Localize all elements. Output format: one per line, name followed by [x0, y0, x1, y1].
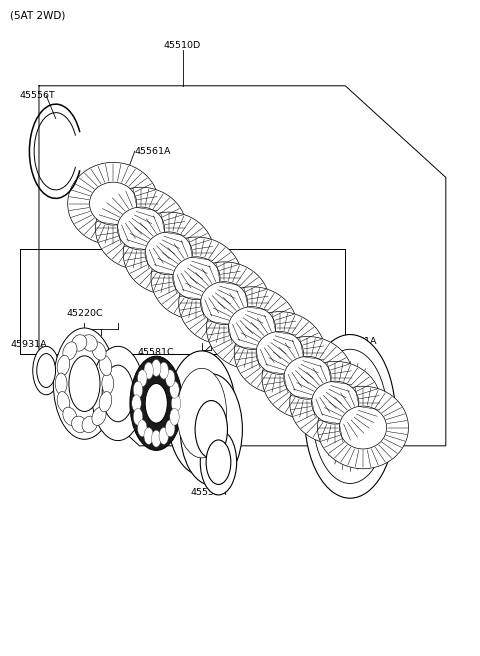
Ellipse shape: [166, 420, 175, 437]
Ellipse shape: [63, 407, 77, 425]
Ellipse shape: [132, 395, 141, 412]
Ellipse shape: [166, 370, 175, 387]
Ellipse shape: [228, 306, 276, 350]
Ellipse shape: [145, 384, 168, 423]
Ellipse shape: [138, 420, 147, 437]
Ellipse shape: [171, 395, 181, 412]
Ellipse shape: [284, 356, 331, 400]
Ellipse shape: [206, 287, 298, 369]
Ellipse shape: [33, 346, 60, 395]
Ellipse shape: [145, 232, 192, 275]
Ellipse shape: [318, 386, 408, 469]
Ellipse shape: [138, 370, 147, 387]
Ellipse shape: [177, 368, 227, 458]
Ellipse shape: [256, 331, 303, 375]
Ellipse shape: [369, 405, 374, 415]
Ellipse shape: [57, 356, 70, 376]
Ellipse shape: [313, 349, 387, 483]
Ellipse shape: [144, 428, 154, 444]
Ellipse shape: [180, 374, 242, 485]
Ellipse shape: [170, 408, 179, 425]
Ellipse shape: [63, 342, 77, 360]
Ellipse shape: [92, 407, 106, 425]
Ellipse shape: [69, 356, 100, 411]
Text: (5AT 2WD): (5AT 2WD): [10, 10, 66, 20]
Ellipse shape: [57, 392, 70, 412]
Ellipse shape: [167, 351, 236, 476]
Ellipse shape: [152, 430, 161, 447]
Ellipse shape: [99, 356, 112, 376]
Ellipse shape: [96, 187, 186, 270]
Ellipse shape: [123, 212, 214, 295]
Ellipse shape: [92, 342, 106, 360]
Ellipse shape: [290, 361, 381, 444]
Text: 45571A: 45571A: [340, 337, 377, 346]
Ellipse shape: [173, 256, 220, 300]
Ellipse shape: [99, 392, 112, 412]
Ellipse shape: [72, 335, 87, 351]
Ellipse shape: [37, 354, 56, 388]
Ellipse shape: [183, 379, 221, 447]
Text: 45220C: 45220C: [66, 309, 103, 318]
Text: 45556T: 45556T: [20, 91, 56, 100]
Text: 45931A: 45931A: [10, 340, 47, 349]
Ellipse shape: [201, 281, 248, 325]
Ellipse shape: [170, 381, 179, 398]
Ellipse shape: [159, 362, 168, 379]
Ellipse shape: [133, 381, 143, 398]
Text: 45581C: 45581C: [137, 348, 174, 358]
Ellipse shape: [339, 406, 387, 449]
Text: 45552A: 45552A: [191, 488, 227, 497]
Ellipse shape: [151, 237, 242, 319]
Ellipse shape: [341, 400, 359, 433]
Ellipse shape: [90, 182, 137, 225]
Ellipse shape: [305, 335, 396, 498]
Ellipse shape: [117, 207, 165, 250]
Ellipse shape: [82, 335, 97, 351]
Text: 45561A: 45561A: [135, 147, 171, 155]
Ellipse shape: [53, 328, 116, 440]
Ellipse shape: [206, 440, 231, 484]
Ellipse shape: [55, 373, 67, 394]
Ellipse shape: [82, 416, 97, 432]
Ellipse shape: [322, 365, 378, 467]
Text: 45510D: 45510D: [164, 41, 201, 50]
Ellipse shape: [144, 362, 154, 379]
Ellipse shape: [72, 416, 87, 432]
Ellipse shape: [92, 346, 144, 441]
Ellipse shape: [179, 262, 270, 344]
Ellipse shape: [133, 408, 143, 425]
Ellipse shape: [326, 405, 331, 415]
Ellipse shape: [195, 401, 228, 459]
Ellipse shape: [68, 163, 158, 245]
Ellipse shape: [262, 337, 353, 419]
Ellipse shape: [234, 312, 325, 394]
Text: 45554A: 45554A: [214, 337, 250, 346]
Ellipse shape: [152, 359, 161, 377]
Ellipse shape: [159, 428, 168, 444]
Ellipse shape: [200, 430, 237, 495]
Ellipse shape: [130, 356, 182, 451]
Ellipse shape: [102, 365, 134, 422]
Ellipse shape: [102, 373, 114, 394]
Ellipse shape: [312, 381, 359, 424]
